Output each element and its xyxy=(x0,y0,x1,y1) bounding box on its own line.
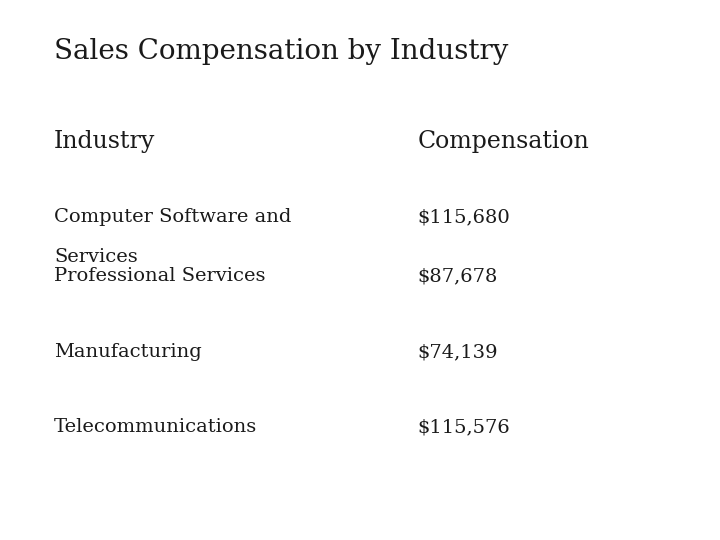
Text: Industry: Industry xyxy=(54,130,156,153)
Text: $115,680: $115,680 xyxy=(418,208,510,226)
Text: Compensation: Compensation xyxy=(418,130,590,153)
Text: Services: Services xyxy=(54,248,138,266)
Text: $74,139: $74,139 xyxy=(418,343,498,361)
Text: Telecommunications: Telecommunications xyxy=(54,418,257,436)
Text: $115,576: $115,576 xyxy=(418,418,510,436)
Text: Manufacturing: Manufacturing xyxy=(54,343,202,361)
Text: Professional Services: Professional Services xyxy=(54,267,266,285)
Text: Sales Compensation by Industry: Sales Compensation by Industry xyxy=(54,38,508,65)
Text: Computer Software and: Computer Software and xyxy=(54,208,292,226)
Text: $87,678: $87,678 xyxy=(418,267,498,285)
